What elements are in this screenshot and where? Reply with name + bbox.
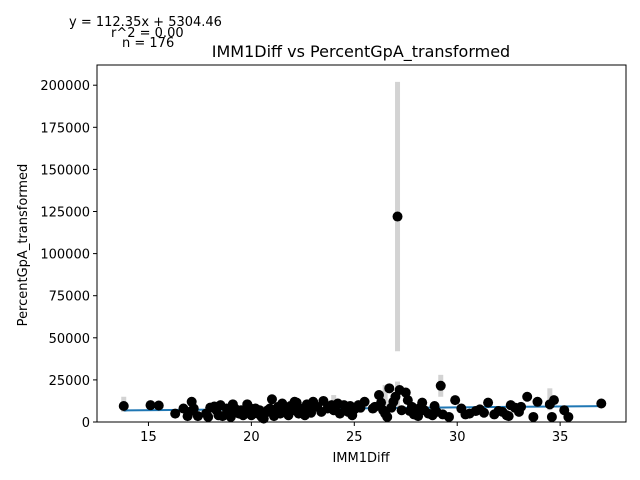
error-bars — [121, 81, 553, 412]
data-point — [359, 396, 370, 407]
x-tick-label: 15 — [140, 430, 157, 445]
plot-frame — [96, 64, 627, 423]
y-tick-label: 175000 — [40, 121, 90, 136]
data-point — [522, 391, 533, 402]
x-axis-ticks: 15 20 25 30 35 — [140, 422, 568, 445]
chart-title: IMM1Diff vs PercentGpA_transformed — [212, 42, 510, 62]
data-point — [373, 390, 384, 401]
data-point — [478, 407, 489, 418]
data-point — [192, 411, 203, 422]
sample-size-annotation: n = 176 — [122, 36, 174, 51]
y-tick-label: 100000 — [40, 248, 90, 263]
data-point — [118, 401, 129, 412]
data-point — [384, 383, 395, 394]
data-point — [528, 411, 539, 422]
x-tick-label: 25 — [346, 430, 363, 445]
regression-equation: y = 112.35x + 5304.46 — [69, 15, 222, 30]
data-point — [203, 411, 214, 422]
x-tick-label: 35 — [552, 430, 569, 445]
data-point — [170, 408, 181, 419]
x-tick-label: 30 — [449, 430, 466, 445]
data-point — [435, 380, 446, 391]
r-squared-annotation: r^2 = 0.00 — [111, 26, 184, 41]
data-point — [376, 397, 387, 408]
data-points — [118, 211, 607, 424]
data-point — [153, 400, 164, 411]
data-point — [392, 211, 403, 222]
data-point — [546, 411, 557, 422]
data-point — [563, 411, 574, 422]
y-tick-label: 50000 — [49, 332, 90, 347]
x-tick-label: 20 — [243, 430, 260, 445]
data-point — [532, 396, 543, 407]
x-axis-label: IMM1Diff — [332, 451, 390, 466]
data-point — [318, 395, 329, 406]
data-point — [396, 405, 407, 416]
y-tick-label: 125000 — [40, 206, 90, 221]
y-tick-label: 200000 — [40, 79, 90, 94]
data-point — [516, 401, 527, 412]
data-point — [417, 397, 428, 408]
y-axis-ticks: 0 25000 50000 75000 100000 125000 150000 175000… — [40, 79, 97, 431]
y-tick-label: 0 — [82, 416, 90, 431]
data-point — [596, 398, 607, 409]
data-point — [450, 395, 461, 406]
y-tick-label: 75000 — [49, 290, 90, 305]
data-point — [503, 411, 514, 422]
data-point — [548, 395, 559, 406]
data-point — [266, 394, 277, 405]
data-point — [306, 407, 317, 418]
data-point — [483, 397, 494, 408]
data-point — [382, 411, 393, 422]
y-tick-label: 150000 — [40, 163, 90, 178]
data-point — [400, 387, 411, 398]
y-axis-label: PercentGpA_transformed — [16, 164, 31, 327]
data-point — [413, 411, 424, 422]
data-point — [188, 403, 199, 414]
data-point — [145, 400, 156, 411]
data-point — [443, 411, 454, 422]
y-tick-label: 25000 — [49, 374, 90, 389]
